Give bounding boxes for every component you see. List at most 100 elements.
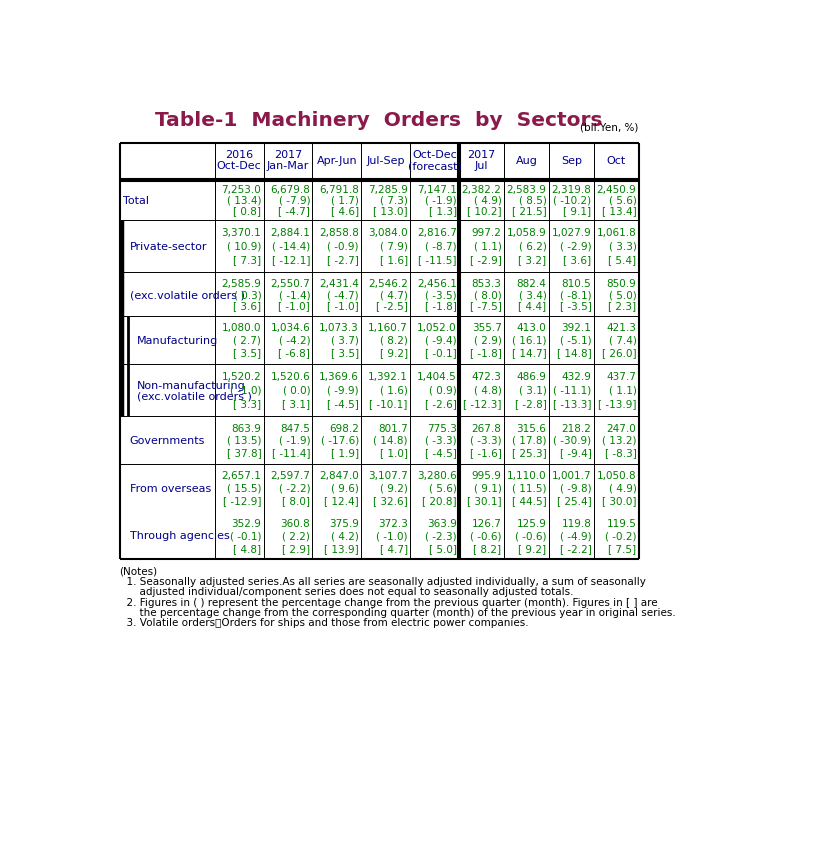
Text: ( 13.5): ( 13.5): [227, 436, 261, 446]
Text: ( 1.1): ( 1.1): [608, 386, 636, 396]
Text: ( 9.1): ( 9.1): [473, 483, 502, 493]
Text: Oct-Dec: Oct-Dec: [412, 150, 457, 160]
Text: [ 44.5]: [ 44.5]: [512, 495, 547, 506]
Text: ( -2.2): ( -2.2): [279, 483, 310, 493]
Text: 2,431.4: 2,431.4: [319, 279, 359, 289]
Text: 1,001.7: 1,001.7: [552, 471, 592, 481]
Text: ( 5.6): ( 5.6): [428, 483, 457, 493]
Text: [ 26.0]: [ 26.0]: [602, 348, 636, 358]
Text: [ 9.2]: [ 9.2]: [518, 544, 547, 553]
Text: 2,382.2: 2,382.2: [462, 185, 502, 195]
Text: [ 13.9]: [ 13.9]: [324, 544, 359, 553]
Text: ( 1.7): ( 1.7): [331, 196, 359, 205]
Text: 3,370.1: 3,370.1: [221, 228, 261, 238]
Text: ( -4.2): ( -4.2): [279, 335, 310, 345]
Text: ( 5.6): ( 5.6): [608, 196, 636, 205]
Text: ( -1.0): ( -1.0): [230, 386, 261, 396]
Text: 2,546.2: 2,546.2: [368, 279, 408, 289]
Text: 2,583.9: 2,583.9: [507, 185, 547, 195]
Text: [ 1.0]: [ 1.0]: [379, 448, 408, 457]
Text: ( 11.5): ( 11.5): [512, 483, 547, 493]
Text: 2017: 2017: [274, 150, 302, 160]
Text: From overseas: From overseas: [130, 483, 210, 493]
Text: 2,585.9: 2,585.9: [221, 279, 261, 289]
Text: [ -0.1]: [ -0.1]: [425, 348, 457, 358]
Text: [ 5.4]: [ 5.4]: [608, 255, 636, 265]
Text: 3,280.6: 3,280.6: [417, 471, 457, 481]
Text: 1,027.9: 1,027.9: [552, 228, 592, 238]
Text: Aug: Aug: [516, 155, 537, 165]
Text: [ 3.6]: [ 3.6]: [233, 301, 261, 311]
Text: Table-1  Machinery  Orders  by  Sectors: Table-1 Machinery Orders by Sectors: [156, 111, 603, 130]
Text: (forecast): (forecast): [408, 161, 462, 170]
Text: ( 3.3): ( 3.3): [608, 241, 636, 252]
Text: Total: Total: [123, 196, 150, 205]
Text: ( 17.8): ( 17.8): [512, 436, 547, 446]
Text: Non-manufacturing: Non-manufacturing: [137, 380, 246, 390]
Text: [ -2.7]: [ -2.7]: [327, 255, 359, 265]
Text: 2,816.7: 2,816.7: [417, 228, 457, 238]
Text: ( -30.9): ( -30.9): [553, 436, 592, 446]
Text: [ 14.8]: [ 14.8]: [557, 348, 592, 358]
Text: ( 6.2): ( 6.2): [518, 241, 547, 252]
Text: (Notes): (Notes): [120, 565, 157, 576]
Text: [ -13.3]: [ -13.3]: [553, 399, 592, 409]
Text: 421.3: 421.3: [607, 323, 636, 333]
Text: ( -3.5): ( -3.5): [425, 289, 457, 300]
Text: [ -1.8]: [ -1.8]: [470, 348, 502, 358]
Text: 1,073.3: 1,073.3: [319, 323, 359, 333]
Text: 413.0: 413.0: [517, 323, 547, 333]
Text: Jan-Mar: Jan-Mar: [267, 161, 310, 170]
Text: 392.1: 392.1: [562, 323, 592, 333]
Text: 810.5: 810.5: [562, 279, 592, 289]
Text: ( 14.8): ( 14.8): [374, 436, 408, 446]
Text: [ 9.2]: [ 9.2]: [379, 348, 408, 358]
Text: ( 0.0): ( 0.0): [283, 386, 310, 396]
Text: [ 12.4]: [ 12.4]: [324, 495, 359, 506]
Text: [ -8.3]: [ -8.3]: [605, 448, 636, 457]
Text: [ -4.7]: [ -4.7]: [278, 206, 310, 216]
Text: ( 8.0): ( 8.0): [474, 289, 502, 300]
Text: 1,392.1: 1,392.1: [368, 372, 408, 381]
Text: 7,253.0: 7,253.0: [221, 185, 261, 195]
Text: [ 21.5]: [ 21.5]: [512, 206, 547, 216]
Text: [ 5.0]: [ 5.0]: [428, 544, 457, 553]
Text: 218.2: 218.2: [562, 423, 592, 433]
Text: [ 1.9]: [ 1.9]: [331, 448, 359, 457]
Text: 1,520.6: 1,520.6: [270, 372, 310, 381]
Text: 2,858.8: 2,858.8: [319, 228, 359, 238]
Text: ( 16.1): ( 16.1): [512, 335, 547, 345]
Text: 432.9: 432.9: [562, 372, 592, 381]
Text: [ -1.6]: [ -1.6]: [470, 448, 502, 457]
Text: 2,597.7: 2,597.7: [270, 471, 310, 481]
Text: 850.9: 850.9: [607, 279, 636, 289]
Text: [ -13.9]: [ -13.9]: [598, 399, 636, 409]
Text: 882.4: 882.4: [517, 279, 547, 289]
Text: [ -2.6]: [ -2.6]: [425, 399, 457, 409]
Text: [ -1.0]: [ -1.0]: [327, 301, 359, 311]
Text: [ 3.6]: [ 3.6]: [563, 255, 592, 265]
Text: 1,404.5: 1,404.5: [417, 372, 457, 381]
Text: 2,550.7: 2,550.7: [270, 279, 310, 289]
Text: [ 3.2]: [ 3.2]: [518, 255, 547, 265]
Text: ( 9.2): ( 9.2): [380, 483, 408, 493]
Text: [ -4.5]: [ -4.5]: [425, 448, 457, 457]
Text: 1,080.0: 1,080.0: [222, 323, 261, 333]
Text: [ -2.5]: [ -2.5]: [376, 301, 408, 311]
Text: 1. Seasonally adjusted series.As all series are seasonally adjusted individually: 1. Seasonally adjusted series.As all ser…: [120, 576, 646, 587]
Text: (exc.volatile orders ): (exc.volatile orders ): [130, 289, 245, 300]
Text: 2,319.8: 2,319.8: [552, 185, 592, 195]
Text: 2016: 2016: [225, 150, 253, 160]
Text: 486.9: 486.9: [517, 372, 547, 381]
Text: Governments: Governments: [130, 436, 205, 446]
Text: [ -2.9]: [ -2.9]: [470, 255, 502, 265]
Text: [ 7.5]: [ 7.5]: [608, 544, 636, 553]
Text: Jul-Sep: Jul-Sep: [366, 155, 405, 165]
Text: 437.7: 437.7: [607, 372, 636, 381]
Text: [ 3.5]: [ 3.5]: [233, 348, 261, 358]
Text: ( -3.3): ( -3.3): [425, 436, 457, 446]
Text: [ -1.0]: [ -1.0]: [279, 301, 310, 311]
Text: ( -8.1): ( -8.1): [560, 289, 592, 300]
Text: ( 2.2): ( 2.2): [282, 531, 310, 541]
Text: [ 32.6]: [ 32.6]: [373, 495, 408, 506]
